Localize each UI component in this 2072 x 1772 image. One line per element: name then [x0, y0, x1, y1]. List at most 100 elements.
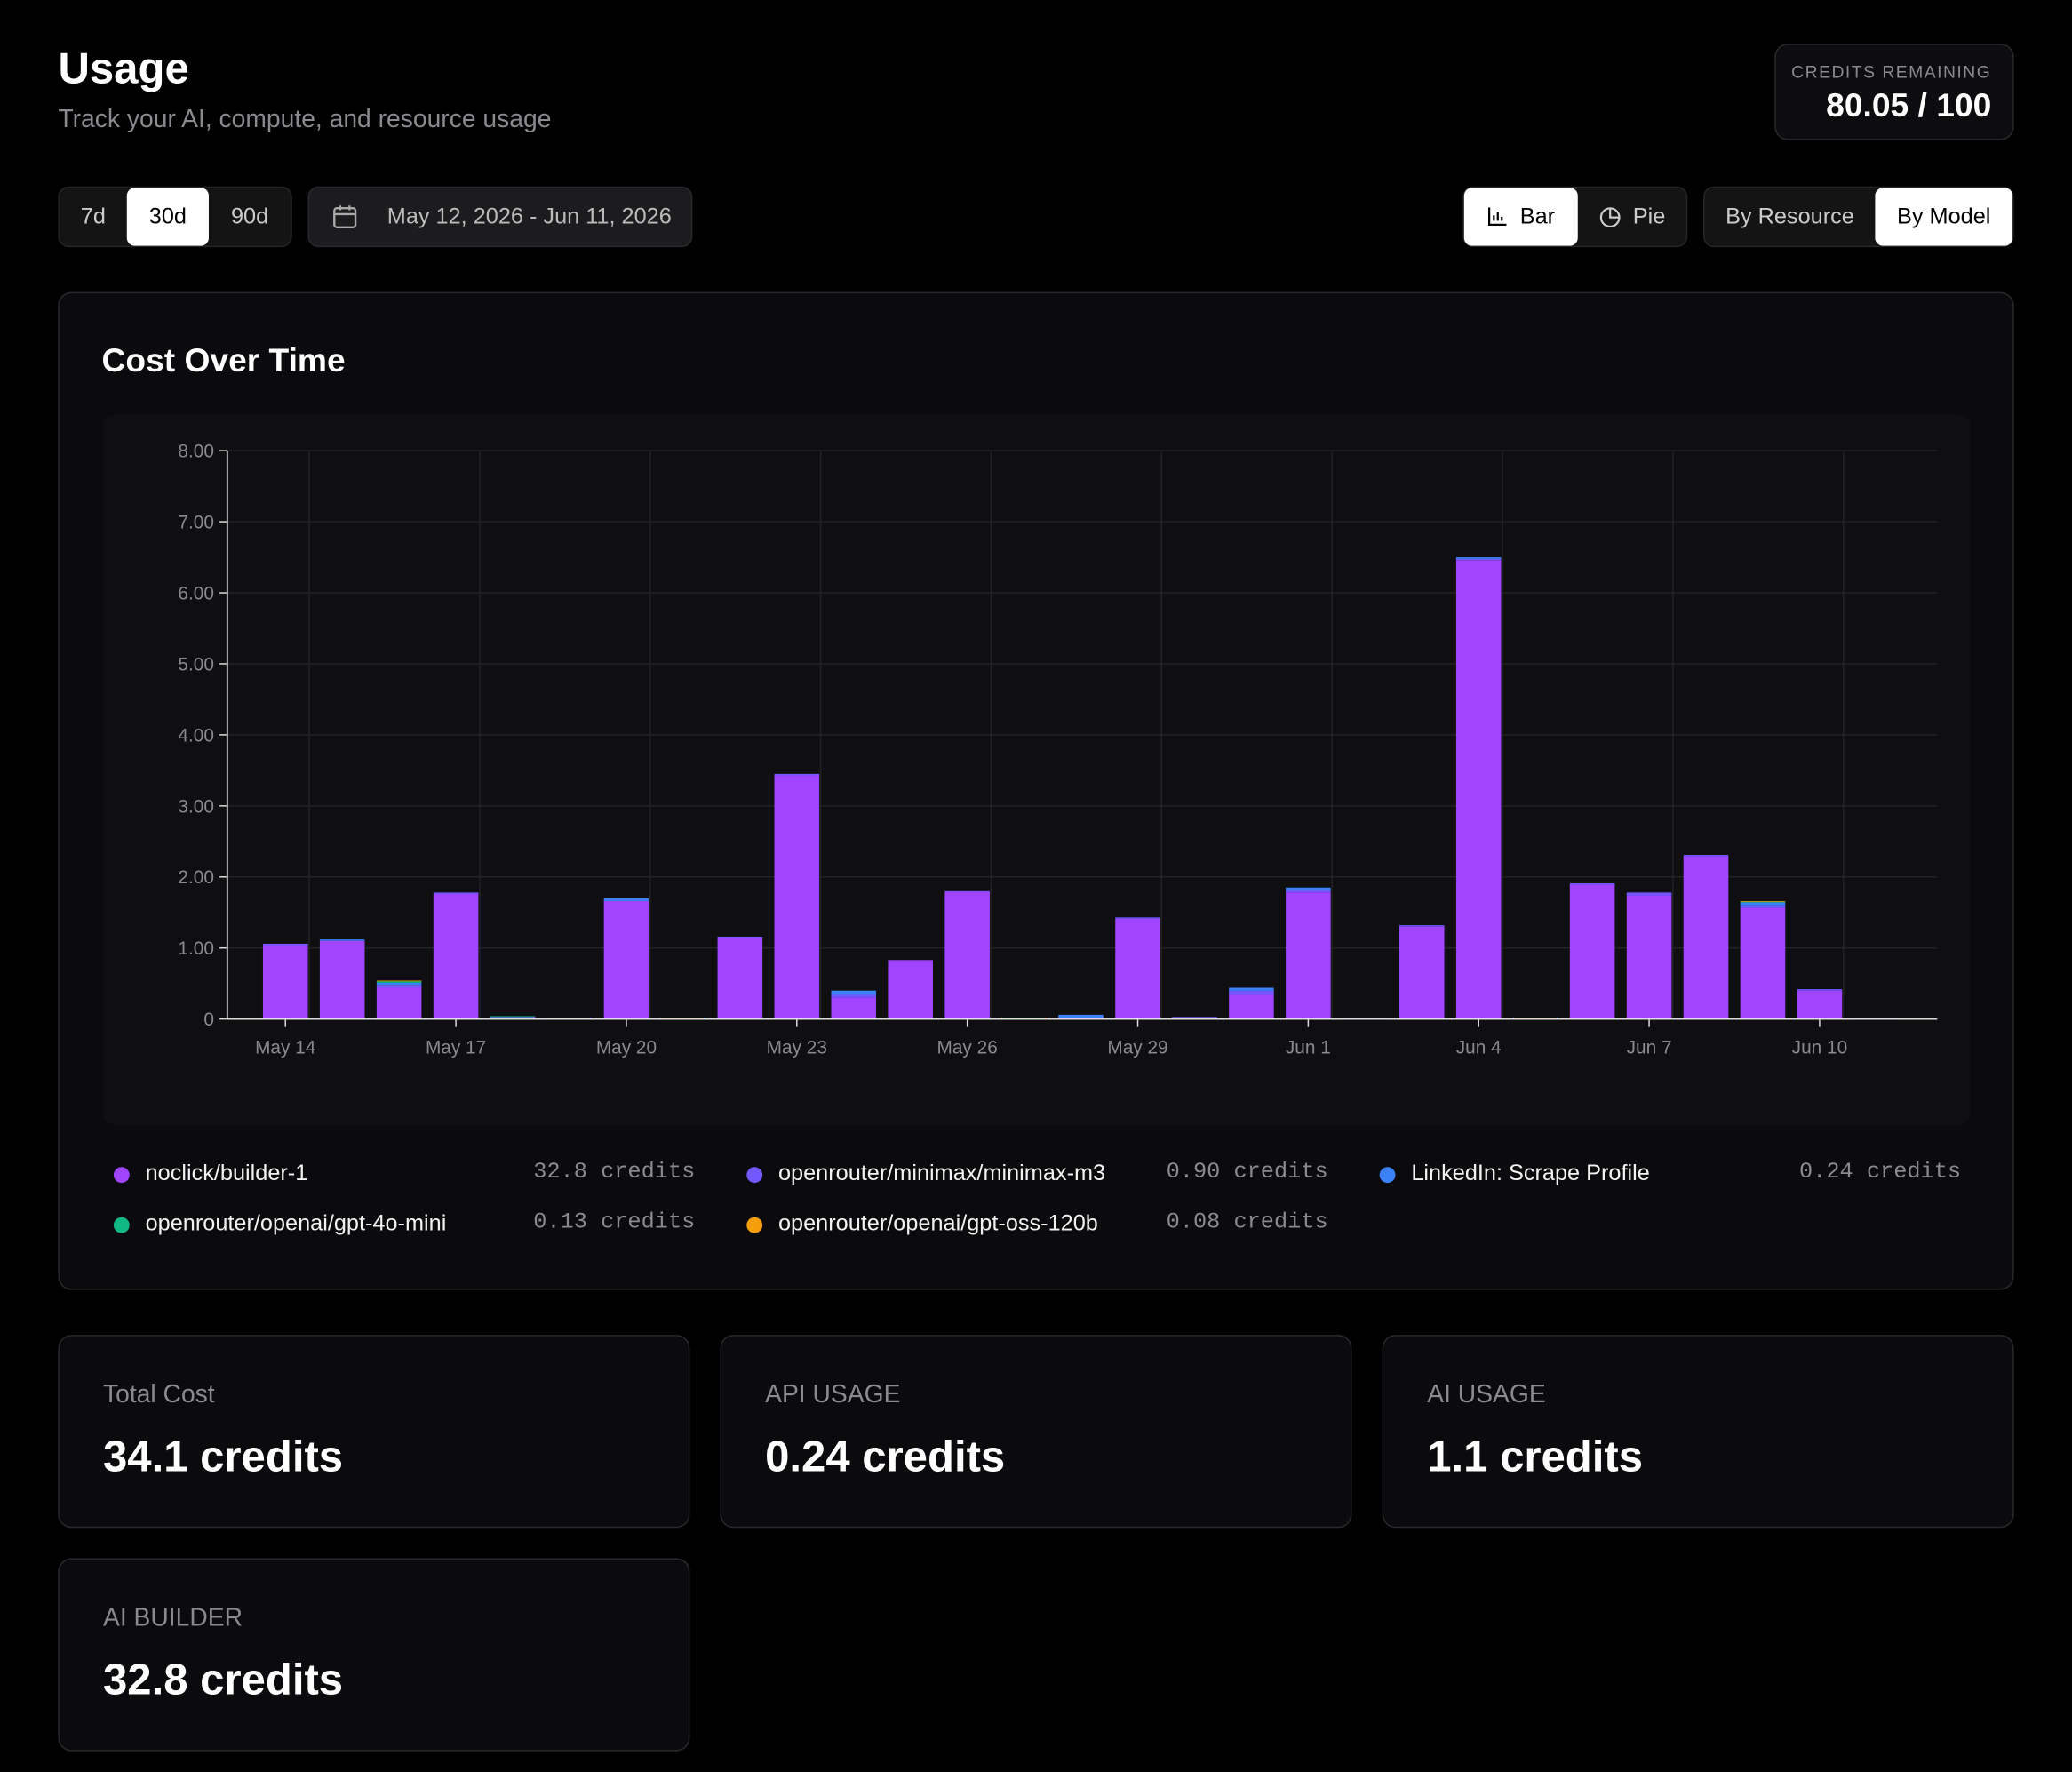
legend-label: openrouter/minimax/minimax-m3 [777, 1160, 1106, 1186]
chart-panel: 0 1.00 2.00 3.00 4.00 5.00 6.00 7.00 8.00 May 14 M… [103, 414, 1971, 1125]
legend-label: openrouter/openai/gpt-oss-120b [777, 1210, 1098, 1236]
bar-segment [376, 980, 422, 982]
toggle-button[interactable]: 7d [80, 204, 106, 229]
bar-segment [262, 943, 308, 946]
bar-segment [490, 1017, 536, 1018]
stat-card: Total Cost 34.1 credits [58, 1335, 690, 1529]
y-tick-label: 5.00 [178, 654, 214, 674]
bar-segment [1455, 560, 1502, 1019]
legend-dot [746, 1217, 763, 1233]
x-tick-label: May 26 [937, 1037, 998, 1058]
bar-segment [1229, 994, 1274, 1019]
legend-total: 0.08 credits [1166, 1210, 1328, 1236]
bar-segment [717, 938, 763, 1019]
credits-value: 80.05 / 100 [1826, 87, 1992, 124]
toggle-button[interactable]: 30d [126, 188, 209, 246]
x-tick-label: May 17 [426, 1037, 486, 1058]
bar-segment [1740, 901, 1786, 903]
stat-label: API USAGE [765, 1381, 901, 1409]
bar-segment [603, 900, 649, 1019]
date-picker[interactable]: May 12, 2026 - Jun 11, 2026 [307, 186, 693, 248]
y-tick-label: 7.00 [178, 513, 214, 533]
toggle-button[interactable]: Pie [1578, 188, 1686, 245]
bar-segment [1229, 990, 1274, 995]
bar-segment [1683, 856, 1729, 1019]
stat-label: Total Cost [103, 1381, 215, 1409]
x-tick-label: Jun 10 [1792, 1037, 1848, 1058]
chart-title: Cost Over Time [101, 342, 346, 379]
stat-label: AI USAGE [1427, 1381, 1546, 1409]
bar-segment [1626, 892, 1672, 896]
legend-total: 0.13 credits [533, 1210, 696, 1236]
toggle-button[interactable]: By Resource [1725, 204, 1854, 229]
toggle-button[interactable]: By Model [1875, 188, 2013, 246]
x-tick-label: May 20 [596, 1037, 657, 1058]
page-subtitle: Track your AI, compute, and resource usa… [58, 105, 552, 134]
bar-segment [1058, 1014, 1104, 1018]
bar-segment [888, 960, 933, 1019]
bar-segment [603, 898, 649, 901]
bar-segment [319, 939, 365, 941]
bar-segment [262, 945, 308, 1019]
bar-segment [774, 773, 820, 776]
bar-segment [1797, 989, 1843, 991]
y-tick-label: 3.00 [178, 796, 214, 817]
x-tick-label: Jun 1 [1286, 1037, 1331, 1058]
bar-segment [1115, 918, 1160, 1019]
grouping-group: By Resource By Model [1703, 186, 2014, 248]
legend-dot [113, 1167, 130, 1184]
bar-segment [831, 990, 877, 995]
button-label: Bar [1519, 204, 1556, 229]
chart: 0 1.00 2.00 3.00 4.00 5.00 6.00 7.00 8.00 May 14 M… [178, 442, 1938, 1058]
button-label: Pie [1632, 204, 1666, 229]
legend-label: openrouter/openai/gpt-4o-mini [145, 1210, 447, 1236]
legend-dot [1379, 1167, 1396, 1184]
legend-total: 0.24 credits [1798, 1160, 1962, 1186]
bar-segment [1740, 907, 1786, 1019]
bar-segment [1229, 987, 1274, 991]
bar-segment [1115, 917, 1160, 919]
y-tick-label: 2.00 [178, 867, 214, 888]
legend-dot [113, 1217, 130, 1233]
stat-value: 32.8 credits [103, 1655, 344, 1704]
bar-segment [1797, 990, 1843, 1019]
stat-card: API USAGE 0.24 credits [720, 1335, 1352, 1529]
legend-total: 0.90 credits [1166, 1160, 1328, 1186]
bar-segment [1569, 884, 1615, 1019]
bar-segment [774, 775, 820, 1019]
legend-total: 32.8 credits [533, 1160, 696, 1186]
x-tick-label: May 14 [255, 1037, 315, 1058]
bar-segment [1286, 890, 1331, 893]
bar-segment [1399, 926, 1445, 1019]
legend-label: noclick/builder-1 [145, 1160, 308, 1186]
credits-box: CREDITS REMAINING 80.05 / 100 [1774, 44, 2014, 140]
bar-segment [944, 890, 990, 892]
stat-card: AI BUILDER 32.8 credits [58, 1558, 690, 1752]
bar-segment [1740, 900, 1786, 902]
legend-label: LinkedIn: Scrape Profile [1411, 1160, 1650, 1186]
toggle-button[interactable]: Bar [1463, 188, 1578, 246]
calendar-icon [333, 205, 357, 228]
bar-segment [944, 891, 990, 1019]
y-tick-label: 8.00 [178, 442, 214, 462]
x-tick-label: May 23 [767, 1037, 827, 1058]
bar-segment [831, 997, 877, 1019]
page-title: Usage [58, 44, 189, 93]
bar-segment [1399, 925, 1445, 927]
toggle-button[interactable]: 90d [230, 204, 269, 229]
bar-segment [376, 981, 422, 983]
bar-segment [1286, 892, 1331, 1019]
stat-value: 1.1 credits [1427, 1431, 1644, 1481]
button-icon [1487, 206, 1509, 227]
range-group: 7d 30d 90d [58, 186, 292, 248]
legend-dot [746, 1167, 763, 1184]
bar-segment [433, 893, 479, 1019]
stat-value: 34.1 credits [103, 1431, 344, 1481]
bar-segment [490, 1016, 536, 1018]
y-tick-label: 4.00 [178, 725, 214, 746]
stat-value: 0.24 credits [765, 1431, 1006, 1481]
y-tick-label: 6.00 [178, 583, 214, 603]
date-range: May 12, 2026 - Jun 11, 2026 [387, 204, 672, 229]
